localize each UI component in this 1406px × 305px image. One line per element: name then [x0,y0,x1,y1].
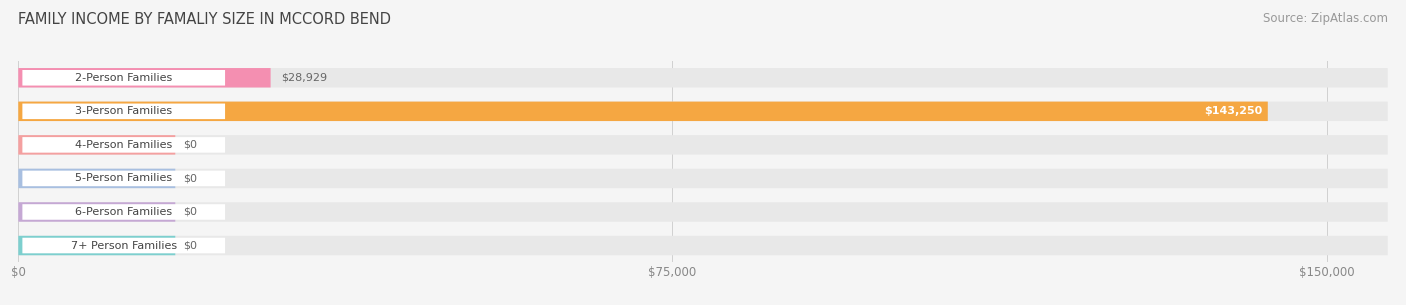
Text: $0: $0 [184,140,197,150]
FancyBboxPatch shape [22,170,225,186]
Text: $0: $0 [184,241,197,250]
FancyBboxPatch shape [18,202,176,222]
FancyBboxPatch shape [18,236,176,255]
FancyBboxPatch shape [22,204,225,220]
Text: FAMILY INCOME BY FAMALIY SIZE IN MCCORD BEND: FAMILY INCOME BY FAMALIY SIZE IN MCCORD … [18,12,391,27]
Text: Source: ZipAtlas.com: Source: ZipAtlas.com [1263,12,1388,25]
FancyBboxPatch shape [22,238,225,253]
Text: 2-Person Families: 2-Person Families [75,73,173,83]
FancyBboxPatch shape [18,135,1388,155]
Text: $0: $0 [184,174,197,183]
Text: $28,929: $28,929 [281,73,328,83]
FancyBboxPatch shape [18,102,1268,121]
FancyBboxPatch shape [22,70,225,86]
Text: 5-Person Families: 5-Person Families [75,174,173,183]
FancyBboxPatch shape [18,135,176,155]
FancyBboxPatch shape [22,137,225,153]
Text: 3-Person Families: 3-Person Families [75,106,173,116]
FancyBboxPatch shape [18,102,1388,121]
Text: $143,250: $143,250 [1204,106,1263,116]
Text: 7+ Person Families: 7+ Person Families [70,241,177,250]
Text: 4-Person Families: 4-Person Families [75,140,173,150]
FancyBboxPatch shape [18,169,1388,188]
FancyBboxPatch shape [18,169,176,188]
Text: $0: $0 [184,207,197,217]
FancyBboxPatch shape [22,103,225,119]
FancyBboxPatch shape [18,202,1388,222]
Text: 6-Person Families: 6-Person Families [75,207,173,217]
FancyBboxPatch shape [18,236,1388,255]
FancyBboxPatch shape [18,68,1388,88]
FancyBboxPatch shape [18,68,270,88]
